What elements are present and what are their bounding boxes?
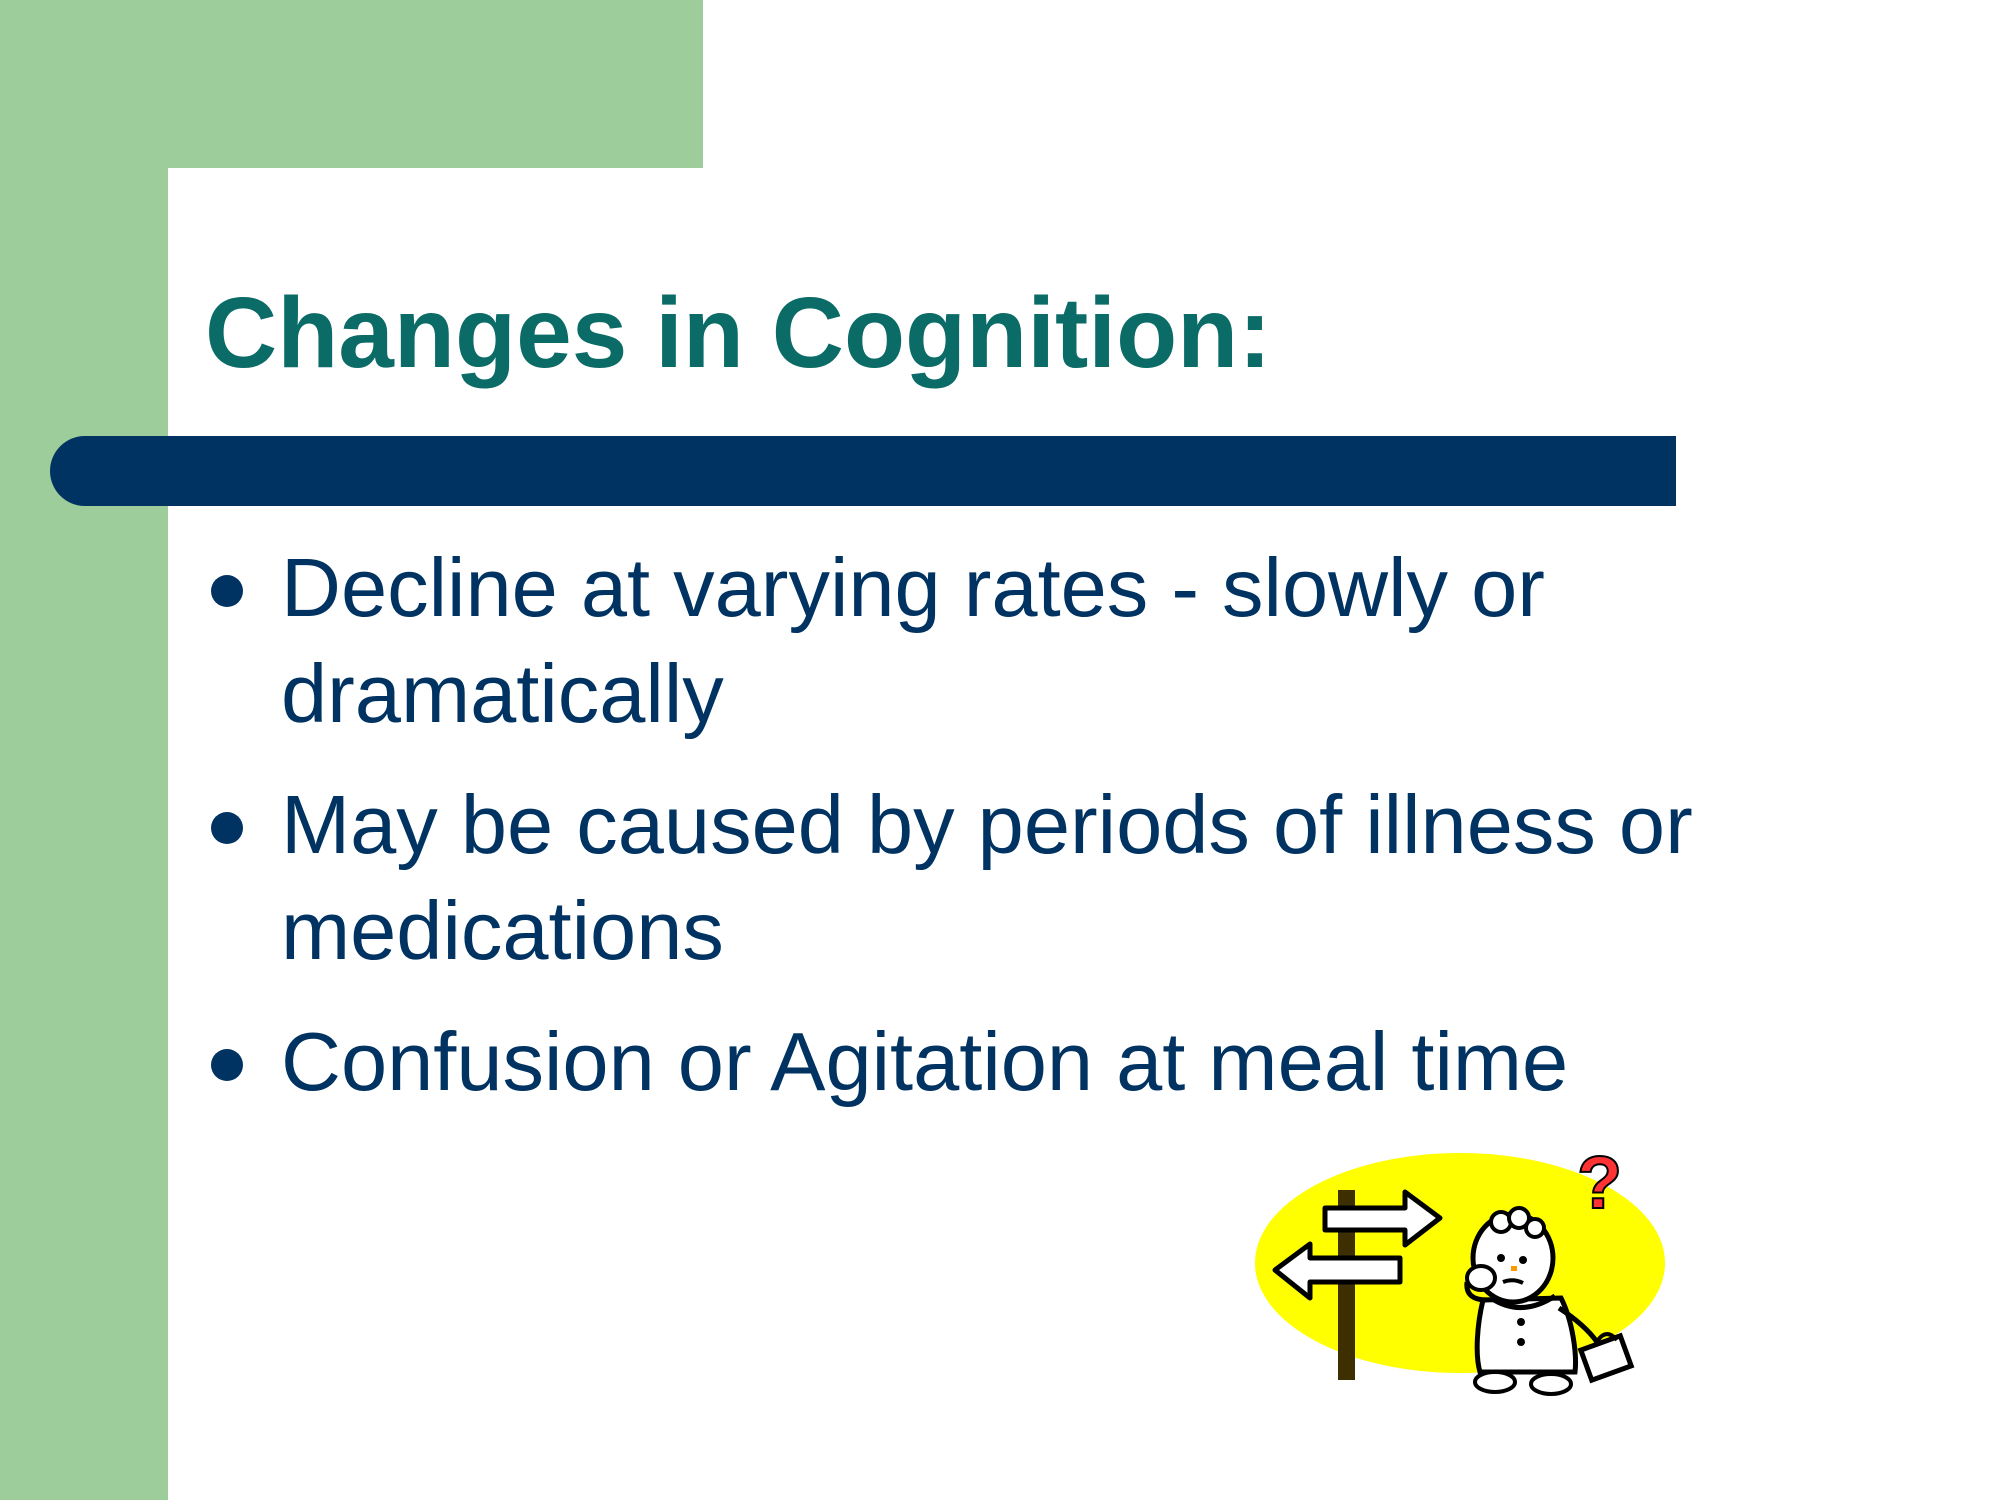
bullet-item: Decline at varying rates - slowly or dra… — [205, 535, 1845, 747]
bullet-text: Decline at varying rates - slowly or dra… — [281, 541, 1545, 740]
accent-sidebar — [0, 0, 168, 1500]
title-underline-bar — [50, 436, 1676, 506]
signpost-pole — [1338, 1190, 1355, 1380]
content-corner — [168, 168, 368, 368]
bullet-dot-icon — [211, 575, 243, 607]
slide-title: Changes in Cognition: — [205, 277, 1272, 389]
bullet-item: Confusion or Agitation at meal time — [205, 1009, 1845, 1115]
bullet-dot-icon — [211, 812, 243, 844]
bullet-list: Decline at varying rates - slowly or dra… — [205, 535, 1845, 1140]
arrow-left-icon — [1272, 1241, 1403, 1301]
bullet-dot-icon — [211, 1049, 243, 1081]
bullet-text: May be caused by periods of illness or m… — [281, 778, 1693, 977]
handbag — [1577, 1332, 1635, 1384]
arrow-right-icon — [1322, 1189, 1443, 1248]
bullet-text: Confusion or Agitation at meal time — [281, 1015, 1569, 1108]
person-foot — [1473, 1370, 1517, 1394]
bullet-item: May be caused by periods of illness or m… — [205, 772, 1845, 984]
accent-top-band — [0, 0, 703, 168]
question-mark-icon: ? — [1577, 1150, 1622, 1224]
confused-person-signpost-icon: ? — [1255, 1150, 1665, 1396]
person-hand — [1465, 1264, 1497, 1292]
person-foot — [1529, 1372, 1573, 1396]
